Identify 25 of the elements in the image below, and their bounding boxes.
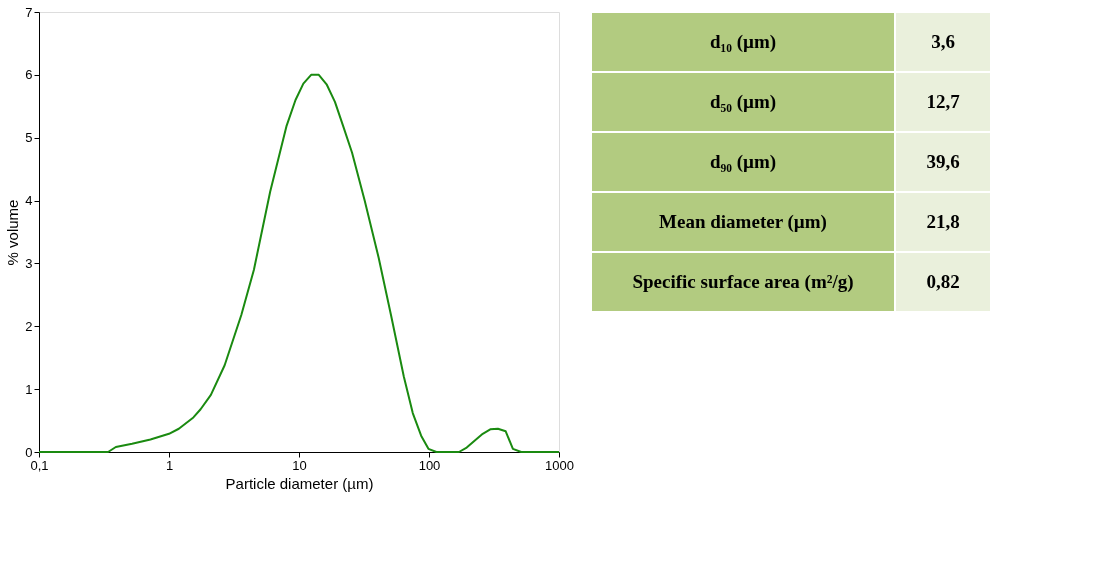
- text: 3,6: [931, 31, 955, 52]
- text: d₅₀ (µm): [709, 91, 777, 113]
- y-tick-label: 4: [25, 193, 33, 209]
- text: d₁₀ (µm): [709, 31, 777, 53]
- y-tick-label: 1: [25, 381, 33, 397]
- text: Mean diameter (µm): [659, 211, 827, 233]
- x-tick-label: 1000: [545, 457, 574, 473]
- y-tick-label: 5: [25, 130, 33, 146]
- y-tick-label: 3: [25, 255, 33, 271]
- x-axis-title: Particle diameter (µm): [225, 474, 374, 492]
- text: 12,7: [926, 91, 961, 112]
- y-tick-label: 7: [25, 4, 33, 20]
- y-tick-label: 2: [25, 318, 33, 334]
- y-tick-label: 6: [25, 67, 33, 83]
- y-axis-title: % volume: [4, 199, 22, 266]
- text: d₉₀ (µm): [709, 151, 777, 173]
- x-tick-label: 100: [418, 457, 441, 473]
- text: 39,6: [926, 151, 960, 172]
- x-tick-label: 0,1: [30, 457, 49, 473]
- y-tick-label: 0: [25, 444, 33, 460]
- text: 21,8: [926, 211, 960, 232]
- text: 0,82: [926, 271, 960, 292]
- text: Specific surface area (m²/g): [632, 271, 854, 293]
- x-tick-label: 1: [165, 457, 174, 473]
- x-tick-label: 10: [292, 457, 307, 473]
